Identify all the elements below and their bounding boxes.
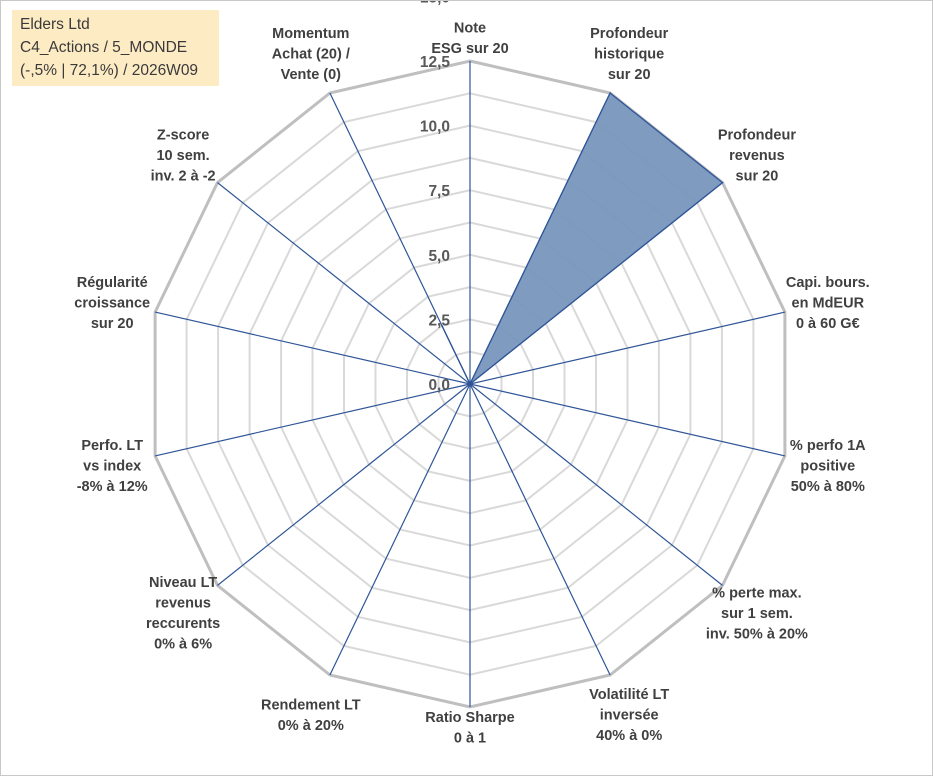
tick-label: 15,0: [420, 1, 450, 6]
axis-spoke: [217, 182, 471, 385]
tick-label: 12,5: [420, 54, 451, 71]
tick-label: 2,5: [428, 312, 450, 329]
axis-label: Perfo. LT vs index -8% à 12%: [77, 438, 148, 495]
axis-label: Rendement LT 0% à 20%: [261, 697, 361, 734]
axis-labels: Note ESG sur 20 Profondeur historique sur 20…: [74, 21, 869, 747]
chart-title-box: Elders Ltd C4_Actions / 5_MONDE (-,5% | …: [12, 10, 219, 86]
tick-label: 10,0: [420, 119, 450, 136]
axis-spoke: [154, 311, 471, 385]
axis-label: Volatilité LT inversée 40% à 0%: [589, 687, 669, 744]
data-point: [721, 181, 724, 184]
axis-label: Capi. bours. en MdEUR 0 à 60 G€: [786, 275, 870, 332]
axis-spoke: [469, 383, 723, 586]
tick-label: 5,0: [428, 248, 450, 265]
axis-spoke: [329, 383, 471, 676]
axis-spoke: [469, 383, 786, 457]
axis-spoke: [469, 383, 611, 676]
axis-label: % perfo 1A positive 50% à 80%: [790, 438, 866, 495]
radar-series: [441, 91, 724, 386]
axis-label: Ratio Sharpe 0 à 1: [425, 710, 514, 747]
tick-label: 0,0: [428, 377, 450, 394]
axis-label: % perte max. sur 1 sem. inv. 50% à 20%: [706, 585, 808, 642]
data-point: [609, 92, 611, 94]
title-category: C4_Actions / 5_MONDE: [20, 39, 188, 56]
title-stats: (-,5% | 72,1%) / 2026W09: [20, 62, 199, 79]
axis-spoke: [217, 383, 471, 586]
axis-spoke: [154, 383, 471, 457]
axis-label: Momentum Achat (20) / Vente (0): [272, 26, 350, 83]
radial-tick-labels: 0,02,55,07,510,012,515,017,520,0: [420, 1, 451, 394]
tick-label: 7,5: [428, 183, 450, 200]
title-company: Elders Ltd: [20, 16, 90, 33]
axis-label: Régularité croissance sur 20: [74, 275, 150, 332]
axis-label: Z-score 10 sem. inv. 2 à -2: [151, 128, 216, 185]
data-point: [469, 383, 471, 385]
axis-spoke: [469, 311, 786, 385]
axis-label: Profondeur revenus sur 20: [718, 128, 796, 185]
axis-label: Niveau LT revenus reccurents 0% à 6%: [146, 575, 220, 653]
series-area: [441, 91, 724, 386]
axis-label: Note ESG sur 20: [431, 21, 508, 58]
data-point: [441, 325, 443, 327]
axis-label: Profondeur historique sur 20: [590, 26, 668, 83]
